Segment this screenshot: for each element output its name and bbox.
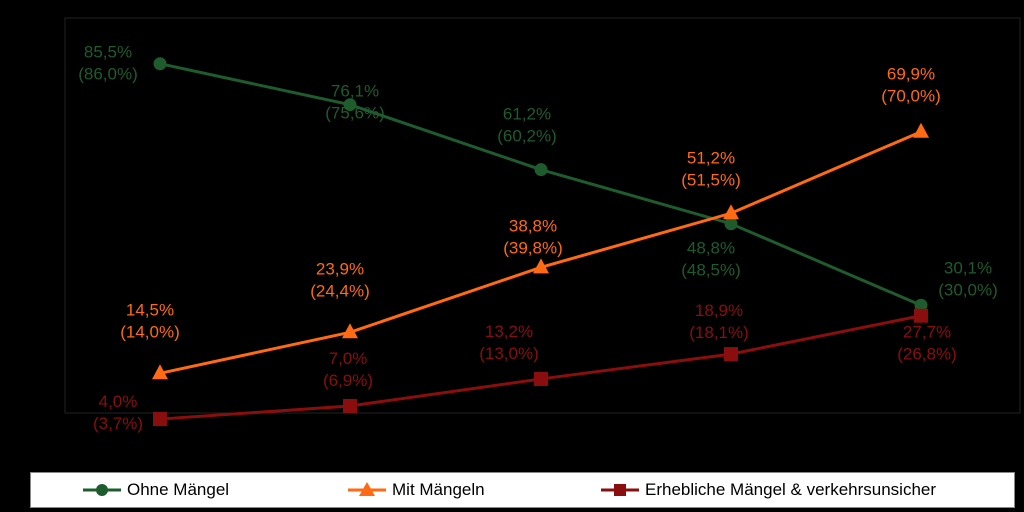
data-sub-label: (6,9%) (323, 371, 373, 390)
legend-square-marker-icon (601, 484, 639, 496)
data-sub-label: (24,4%) (310, 281, 370, 300)
legend-circle-marker-icon (83, 484, 121, 496)
data-label: 27,7% (903, 323, 951, 342)
data-label: 7,0% (329, 349, 368, 368)
data-label: 76,1% (331, 82, 379, 101)
data-point-marker (914, 298, 928, 312)
data-point-marker (724, 217, 738, 231)
data-sub-label: (39,8%) (503, 238, 563, 257)
data-sub-label: (3,7%) (93, 414, 143, 433)
data-point-marker (534, 163, 548, 177)
data-label: 48,8% (687, 239, 735, 258)
series-line (159, 314, 922, 421)
data-sub-label: (75,6%) (325, 104, 385, 123)
data-sub-label: (14,0%) (120, 322, 180, 341)
legend-item-ohne-maengel: Ohne Mängel (81, 480, 229, 500)
legend: Ohne Mängel Mit Mängeln Erhebliche Mänge… (30, 472, 1015, 508)
data-point-marker (153, 412, 167, 427)
data-label: 4,0% (99, 392, 138, 411)
legend-triangle-marker-icon (348, 482, 386, 496)
data-sub-label: (30,0%) (938, 280, 998, 299)
data-label: 85,5% (84, 43, 132, 62)
legend-item-erhebliche-maengel: Erhebliche Mängel & verkehrsunsicher (599, 480, 936, 500)
data-point-marker (723, 204, 739, 220)
data-point-marker (724, 347, 738, 362)
data-label: 51,2% (687, 148, 735, 167)
data-point-marker (343, 398, 357, 413)
data-point-marker (153, 57, 167, 71)
legend-label: Mit Mängeln (392, 480, 485, 499)
data-point-marker (534, 371, 548, 386)
data-label: 69,9% (887, 65, 935, 84)
data-point-marker (914, 308, 928, 323)
data-point-marker (152, 364, 168, 380)
data-label: 23,9% (316, 259, 364, 278)
data-point-marker (533, 258, 549, 274)
data-label: 18,9% (695, 301, 743, 320)
data-label-layer: 85,5% (86,0%) 76,1% (75,6%) 61,2% (60,2%) 48,8… (78, 43, 998, 433)
data-label: 30,1% (944, 258, 992, 277)
data-sub-label: (13,0%) (479, 344, 539, 363)
data-sub-label: (51,5%) (681, 170, 741, 189)
data-point-marker (342, 323, 358, 339)
data-sub-label: (70,0%) (881, 87, 941, 106)
data-point-marker (913, 122, 929, 138)
data-sub-label: (48,5%) (681, 261, 741, 280)
data-sub-label: (26,8%) (897, 345, 957, 364)
data-point-marker (343, 98, 357, 112)
legend-item-mit-maengeln: Mit Mängeln (346, 480, 485, 500)
data-label: 38,8% (509, 216, 557, 235)
data-label: 14,5% (126, 300, 174, 319)
data-label: 13,2% (485, 322, 533, 341)
data-label: 61,2% (503, 105, 551, 124)
data-sub-label: (18,1%) (689, 323, 749, 342)
series-layer (152, 57, 929, 427)
plot-area (64, 17, 1021, 414)
data-sub-label: (86,0%) (78, 65, 138, 84)
legend-label: Erhebliche Mängel & verkehrsunsicher (645, 480, 937, 499)
legend-label: Ohne Mängel (127, 480, 230, 499)
data-sub-label: (60,2%) (497, 127, 557, 146)
